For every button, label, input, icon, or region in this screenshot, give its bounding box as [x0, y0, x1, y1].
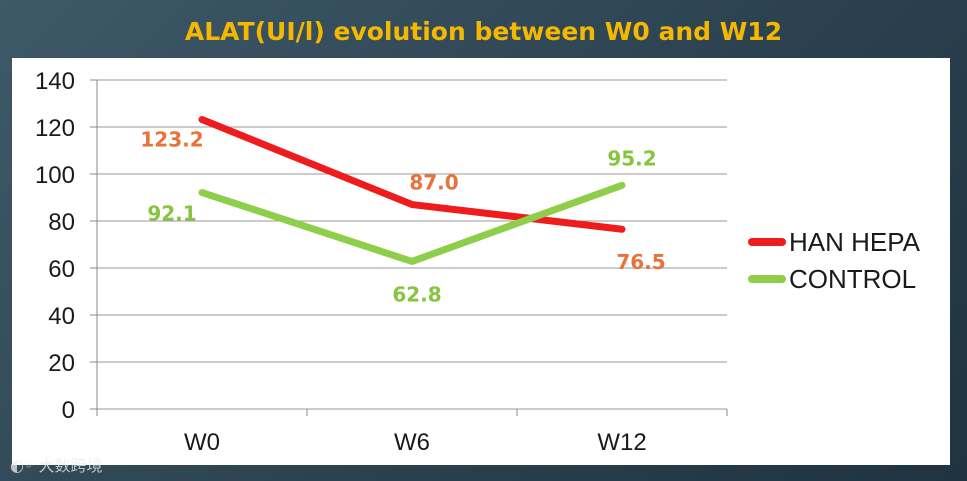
series-lines — [198, 115, 626, 265]
y-tick-label: 60 — [48, 256, 75, 283]
x-tick-label: W12 — [597, 429, 646, 456]
data-point — [200, 117, 204, 122]
data-point — [200, 190, 204, 195]
data-labels: 123.2 87.0 76.5 92.1 62.8 95.2 — [140, 127, 665, 306]
watermark: ◐◦ 大数跨境 — [10, 452, 103, 476]
data-point — [620, 183, 624, 188]
legend: HAN HEPA CONTROL — [748, 227, 921, 294]
x-axis: W0 W6 W12 — [96, 409, 728, 456]
watermark-icon: ◐◦ — [10, 456, 34, 475]
y-tick-label: 80 — [48, 209, 75, 236]
y-tick-label: 20 — [48, 350, 75, 377]
data-label: 62.8 — [392, 282, 441, 306]
y-tick-label: 0 — [62, 397, 75, 424]
data-label: 76.5 — [616, 250, 665, 274]
legend-label: CONTROL — [789, 264, 916, 294]
x-tick-label: W6 — [394, 429, 430, 456]
data-label: 95.2 — [607, 146, 656, 170]
data-label: 123.2 — [140, 127, 203, 151]
chart-panel — [12, 58, 950, 465]
y-tick-label: 120 — [35, 115, 75, 142]
data-point — [410, 202, 414, 207]
grid-lines — [97, 79, 727, 410]
chart-title: ALAT(UI/l) evolution between W0 and W12 — [184, 17, 783, 46]
watermark-text: 大数跨境 — [38, 456, 103, 475]
y-axis-ticks: 0 20 40 60 80 100 120 140 — [35, 68, 98, 424]
y-tick-label: 100 — [35, 162, 75, 189]
y-tick-label: 40 — [48, 303, 75, 330]
legend-label: HAN HEPA — [789, 227, 921, 257]
data-point — [620, 227, 624, 232]
y-tick-label: 140 — [35, 68, 75, 95]
data-label: 92.1 — [147, 202, 196, 226]
data-label: 87.0 — [409, 171, 458, 195]
data-point — [410, 259, 414, 264]
x-tick-label: W0 — [184, 429, 220, 456]
